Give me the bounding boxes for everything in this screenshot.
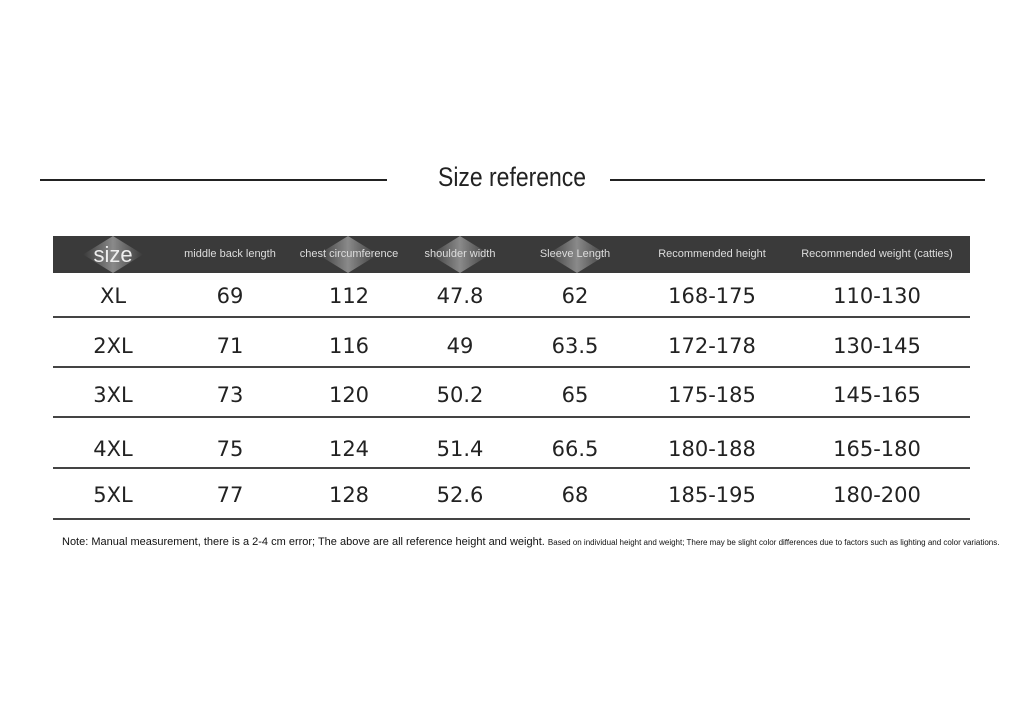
table-cell: 71	[216, 334, 244, 358]
title: Size reference	[438, 162, 586, 192]
table-cell: 68	[561, 483, 589, 507]
table-cell: 52.6	[436, 483, 484, 507]
table-cell: 112	[328, 284, 370, 308]
table-cell: 77	[216, 483, 244, 507]
table-cell: 4XL	[93, 437, 133, 461]
table-cell: 172-178	[668, 334, 756, 358]
table-cell: 47.8	[436, 284, 484, 308]
table-cell: 168-175	[668, 284, 756, 308]
note-main: Note: Manual measurement, there is a 2-4…	[62, 536, 545, 548]
table-cell: XL	[99, 284, 127, 308]
table-cell: 175-185	[668, 383, 756, 407]
table-cell: 69	[216, 284, 244, 308]
table-cell: 128	[328, 483, 370, 507]
row-divider	[53, 416, 970, 418]
table-cell: 180-188	[668, 437, 756, 461]
table-cell: 49	[446, 334, 474, 358]
column-header: shoulder width	[424, 248, 496, 260]
table-header	[53, 236, 970, 273]
title-rule	[610, 179, 985, 181]
table-cell: 5XL	[93, 483, 133, 507]
table-cell: 130-145	[833, 334, 921, 358]
table-cell: 75	[216, 437, 244, 461]
table-cell: 110-130	[833, 284, 921, 308]
table-cell: 185-195	[668, 483, 756, 507]
table-cell: 120	[328, 383, 370, 407]
row-divider	[53, 518, 970, 520]
table-cell: 116	[328, 334, 370, 358]
column-header: size	[93, 242, 133, 267]
row-divider	[53, 366, 970, 368]
row-divider	[53, 316, 970, 318]
column-header: chest circumference	[299, 248, 399, 260]
table-cell: 165-180	[833, 437, 921, 461]
table-cell: 124	[328, 437, 370, 461]
table-cell: 66.5	[551, 437, 599, 461]
table-cell: 3XL	[93, 383, 133, 407]
table-cell: 62	[561, 284, 589, 308]
table-cell: 63.5	[551, 334, 599, 358]
title-rule	[40, 179, 387, 181]
column-header: Sleeve Length	[539, 248, 611, 260]
note-detail: Based on individual height and weight; T…	[547, 538, 1000, 547]
table-cell: 145-165	[833, 383, 921, 407]
column-header: middle back length	[184, 248, 276, 260]
table-cell: 180-200	[833, 483, 921, 507]
table-cell: 51.4	[436, 437, 484, 461]
note: Note: Manual measurement, there is a 2-4…	[62, 536, 999, 548]
table-cell: 65	[561, 383, 589, 407]
table-cell: 2XL	[93, 334, 133, 358]
column-header: Recommended weight (catties)	[801, 248, 953, 260]
table-cell: 73	[216, 383, 244, 407]
column-header: Recommended height	[658, 248, 766, 260]
table-cell: 50.2	[436, 383, 484, 407]
row-divider	[53, 467, 970, 469]
